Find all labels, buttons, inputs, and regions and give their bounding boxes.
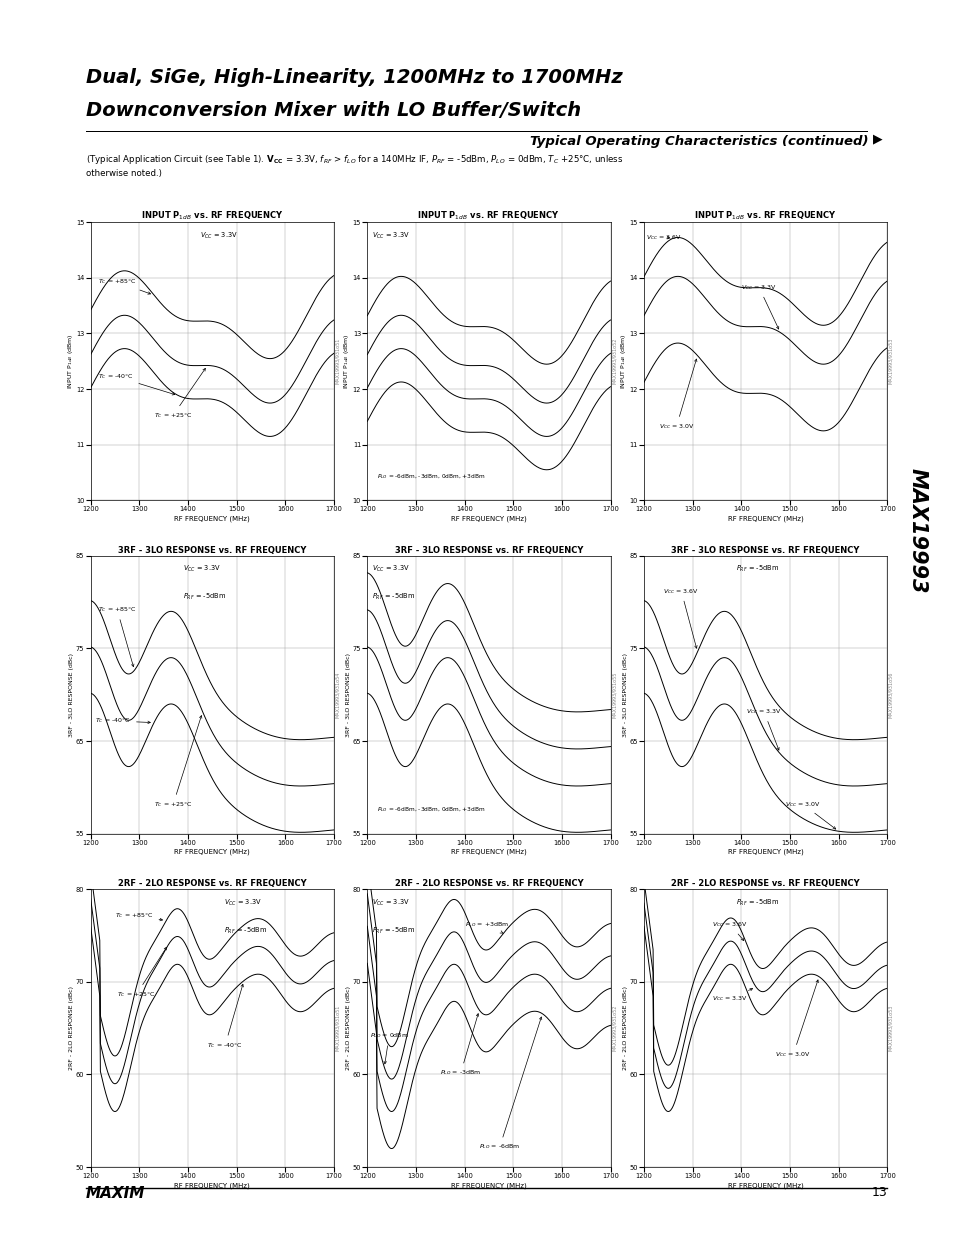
Title: 3RF - 3LO RESPONSE vs. RF FREQUENCY: 3RF - 3LO RESPONSE vs. RF FREQUENCY [671,546,859,555]
Text: MAXIM: MAXIM [86,1186,145,1200]
Text: $P_{RF}$ = -5dBm: $P_{RF}$ = -5dBm [372,592,415,603]
Title: INPUT P$_{1dB}$ vs. RF FREQUENCY: INPUT P$_{1dB}$ vs. RF FREQUENCY [141,210,283,222]
Text: $P_{LO}$ = -6dBm, -3dBm, 0dBm, +3dBm: $P_{LO}$ = -6dBm, -3dBm, 0dBm, +3dBm [376,472,485,480]
Title: 3RF - 3LO RESPONSE vs. RF FREQUENCY: 3RF - 3LO RESPONSE vs. RF FREQUENCY [395,546,582,555]
Text: MAX19993/931o54: MAX19993/931o54 [335,672,340,718]
Text: MAX19993/931o51: MAX19993/931o51 [335,1005,340,1051]
Text: MAX19993/931o52: MAX19993/931o52 [611,1005,617,1051]
X-axis label: RF FREQUENCY (MHz): RF FREQUENCY (MHz) [174,1182,250,1188]
Text: $T_C$ = -40°C: $T_C$ = -40°C [207,984,243,1050]
Text: $P_{RF}$ = -5dBm: $P_{RF}$ = -5dBm [183,592,226,603]
Text: $V_{CC}$ = 3.3V: $V_{CC}$ = 3.3V [745,708,781,750]
Title: INPUT P$_{1dB}$ vs. RF FREQUENCY: INPUT P$_{1dB}$ vs. RF FREQUENCY [417,210,559,222]
Text: $V_{CC}$ = 3.3V: $V_{CC}$ = 3.3V [183,564,221,574]
Text: Typical Operating Characteristics (continued): Typical Operating Characteristics (conti… [529,135,867,148]
Y-axis label: INPUT P$_{1dB}$ (dBm): INPUT P$_{1dB}$ (dBm) [66,333,74,389]
Text: $T_C$ = +85°C: $T_C$ = +85°C [98,278,151,294]
X-axis label: RF FREQUENCY (MHz): RF FREQUENCY (MHz) [451,515,526,521]
Text: MAX19993: MAX19993 [907,468,926,594]
Text: $V_{CC}$ = 3.6V: $V_{CC}$ = 3.6V [711,920,747,941]
Title: 2RF - 2LO RESPONSE vs. RF FREQUENCY: 2RF - 2LO RESPONSE vs. RF FREQUENCY [118,879,306,888]
Y-axis label: INPUT P$_{1dB}$ (dBm): INPUT P$_{1dB}$ (dBm) [618,333,627,389]
Text: $P_{LO}$ = +3dBm: $P_{LO}$ = +3dBm [464,920,508,934]
Y-axis label: 3RF - 3LO RESPONSE (dBc): 3RF - 3LO RESPONSE (dBc) [70,652,74,737]
Text: $P_{RF}$ = -5dBm: $P_{RF}$ = -5dBm [372,925,415,936]
Text: MAX19993/931o52: MAX19993/931o52 [611,338,617,384]
X-axis label: RF FREQUENCY (MHz): RF FREQUENCY (MHz) [451,1182,526,1188]
Text: $P_{LO}$ = -6dBm: $P_{LO}$ = -6dBm [478,1018,541,1151]
Text: $V_{CC}$ = 3.3V: $V_{CC}$ = 3.3V [200,231,237,241]
Text: $V_{CC}$ = 3.0V: $V_{CC}$ = 3.0V [775,979,818,1058]
Text: Downconversion Mixer with LO Buffer/Switch: Downconversion Mixer with LO Buffer/Swit… [86,101,580,120]
Text: $P_{LO}$ = -6dBm, -3dBm, 0dBm, +3dBm: $P_{LO}$ = -6dBm, -3dBm, 0dBm, +3dBm [376,805,485,814]
Text: $T_C$ = +85°C: $T_C$ = +85°C [98,605,136,667]
Text: $P_{LO}$ = -3dBm: $P_{LO}$ = -3dBm [439,1014,481,1077]
Text: ▶: ▶ [872,132,882,146]
Text: $V_{CC}$ = 3.0V: $V_{CC}$ = 3.0V [784,800,835,829]
Text: $T_C$ = +25°C: $T_C$ = +25°C [153,715,202,809]
X-axis label: RF FREQUENCY (MHz): RF FREQUENCY (MHz) [727,848,802,855]
Text: $P_{LO}$ = 0dBm: $P_{LO}$ = 0dBm [370,1031,408,1063]
Text: $V_{CC}$ = 3.3V: $V_{CC}$ = 3.3V [224,898,262,908]
Y-axis label: 2RF - 2LO RESPONSE (dBc): 2RF - 2LO RESPONSE (dBc) [346,986,351,1071]
Y-axis label: INPUT P$_{1dB}$ (dBm): INPUT P$_{1dB}$ (dBm) [342,333,351,389]
Text: MAX19993/931o55: MAX19993/931o55 [611,672,617,718]
X-axis label: RF FREQUENCY (MHz): RF FREQUENCY (MHz) [174,515,250,521]
Text: $T_C$ = +25°C: $T_C$ = +25°C [117,947,167,999]
Text: $T_C$ = +85°C: $T_C$ = +85°C [114,911,162,921]
Text: otherwise noted.): otherwise noted.) [86,169,162,178]
Text: MAX19993/931o56: MAX19993/931o56 [887,672,893,718]
Text: $V_{CC}$ = 3.3V: $V_{CC}$ = 3.3V [711,988,752,1003]
Text: $V_{CC}$ = 3.3V: $V_{CC}$ = 3.3V [372,231,410,241]
Text: $V_{CC}$ = 3.6V: $V_{CC}$ = 3.6V [662,587,699,648]
Text: $P_{RF}$ = -5dBm: $P_{RF}$ = -5dBm [736,564,779,574]
Text: $V_{CC}$ = 3.6V: $V_{CC}$ = 3.6V [646,233,681,242]
Text: $V_{CC}$ = 3.3V: $V_{CC}$ = 3.3V [372,898,410,908]
Text: $V_{CC}$ = 3.3V: $V_{CC}$ = 3.3V [372,564,410,574]
Title: 2RF - 2LO RESPONSE vs. RF FREQUENCY: 2RF - 2LO RESPONSE vs. RF FREQUENCY [671,879,859,888]
X-axis label: RF FREQUENCY (MHz): RF FREQUENCY (MHz) [727,515,802,521]
Y-axis label: 2RF - 2LO RESPONSE (dBc): 2RF - 2LO RESPONSE (dBc) [622,986,627,1071]
Title: 3RF - 3LO RESPONSE vs. RF FREQUENCY: 3RF - 3LO RESPONSE vs. RF FREQUENCY [118,546,306,555]
Text: $T_C$ = +25°C: $T_C$ = +25°C [153,368,205,420]
Text: MAX19993/931o51: MAX19993/931o51 [335,338,340,384]
X-axis label: RF FREQUENCY (MHz): RF FREQUENCY (MHz) [727,1182,802,1188]
Text: $T_C$ = -40°C: $T_C$ = -40°C [95,716,151,725]
X-axis label: RF FREQUENCY (MHz): RF FREQUENCY (MHz) [451,848,526,855]
Text: $P_{RF}$ = -5dBm: $P_{RF}$ = -5dBm [224,925,268,936]
Y-axis label: 3RF - 3LO RESPONSE (dBc): 3RF - 3LO RESPONSE (dBc) [622,652,627,737]
Y-axis label: 3RF - 3LO RESPONSE (dBc): 3RF - 3LO RESPONSE (dBc) [346,652,351,737]
Text: 13: 13 [870,1186,886,1199]
Title: INPUT P$_{1dB}$ vs. RF FREQUENCY: INPUT P$_{1dB}$ vs. RF FREQUENCY [694,210,836,222]
Text: $P_{RF}$ = -5dBm: $P_{RF}$ = -5dBm [736,898,779,908]
Text: $V_{CC}$ = 3.3V: $V_{CC}$ = 3.3V [740,283,778,329]
Text: Dual, SiGe, High-Linearity, 1200MHz to 1700MHz: Dual, SiGe, High-Linearity, 1200MHz to 1… [86,68,622,86]
Text: $T_C$ = -40°C: $T_C$ = -40°C [98,372,174,395]
Title: 2RF - 2LO RESPONSE vs. RF FREQUENCY: 2RF - 2LO RESPONSE vs. RF FREQUENCY [395,879,582,888]
X-axis label: RF FREQUENCY (MHz): RF FREQUENCY (MHz) [174,848,250,855]
Text: MAX19993/931o53: MAX19993/931o53 [887,338,893,384]
Text: (Typical Application Circuit (see Table 1). $\mathbf{V_{CC}}$ = 3.3V, $f_{RF}$ >: (Typical Application Circuit (see Table … [86,153,622,167]
Text: MAX19993/931o53: MAX19993/931o53 [887,1005,893,1051]
Text: $V_{CC}$ = 3.0V: $V_{CC}$ = 3.0V [658,359,697,431]
Y-axis label: 2RF - 2LO RESPONSE (dBc): 2RF - 2LO RESPONSE (dBc) [70,986,74,1071]
